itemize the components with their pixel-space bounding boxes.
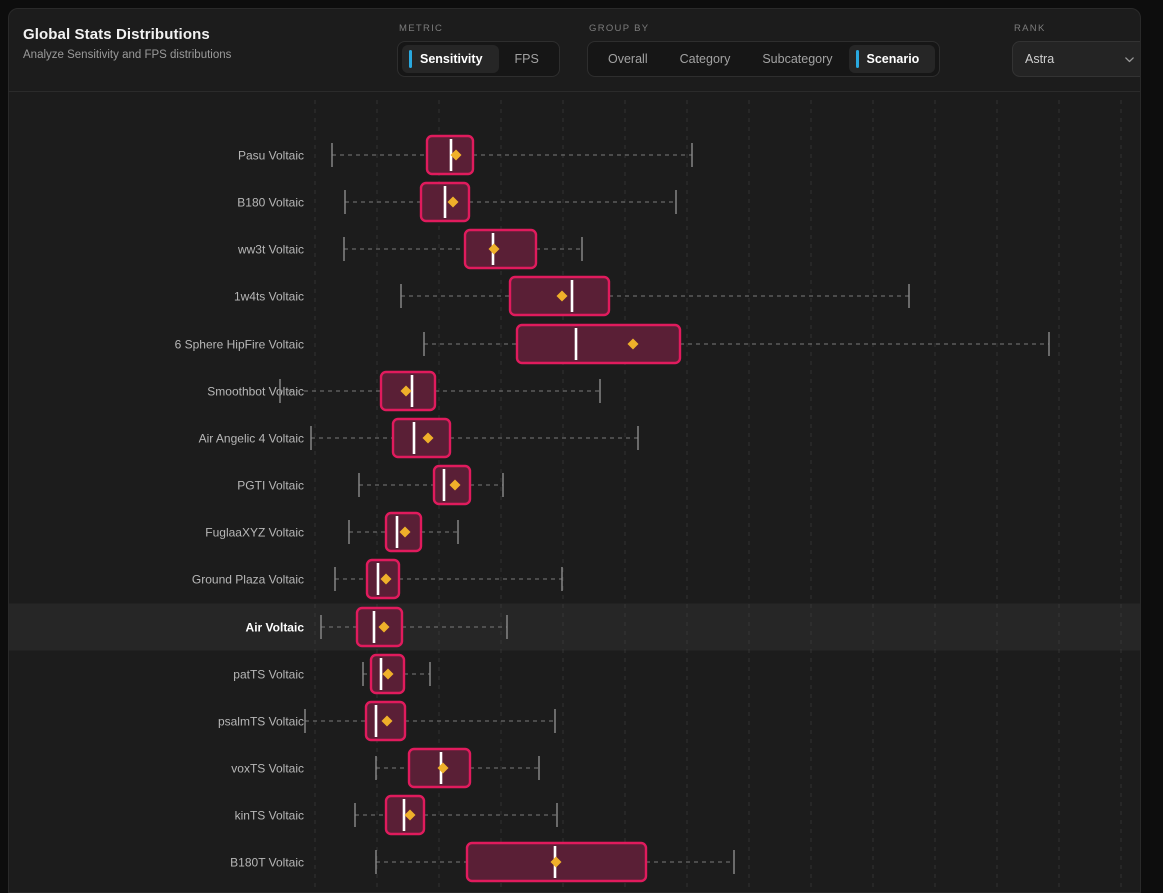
- mean-marker: [378, 621, 390, 633]
- group-by-option-scenario-label: Scenario: [866, 52, 920, 66]
- boxplot-group[interactable]: B180T Voltaic: [230, 841, 735, 883]
- boxplot-group[interactable]: 1w4ts Voltaic: [234, 275, 910, 317]
- page-title: Global Stats Distributions: [23, 26, 210, 43]
- boxplot-group[interactable]: voxTS Voltaic: [231, 747, 540, 789]
- metric-option-sensitivity-label: Sensitivity: [420, 52, 483, 66]
- group-by-option-overall[interactable]: Overall: [592, 45, 664, 73]
- boxplot-group[interactable]: kinTS Voltaic: [235, 794, 558, 836]
- boxplot-group[interactable]: ww3t Voltaic: [237, 228, 583, 270]
- category-label: patTS Voltaic: [233, 668, 304, 682]
- boxplot-group[interactable]: patTS Voltaic: [233, 653, 431, 695]
- boxplot-chart: Pasu Voltaic B180 Voltaic ww3t Voltaic 1w4t…: [9, 92, 1140, 892]
- rank-label: RANK: [1014, 23, 1046, 34]
- category-label: FuglaaXYZ Voltaic: [205, 526, 304, 540]
- category-label: Ground Plaza Voltaic: [192, 573, 304, 587]
- metric-option-fps-label: FPS: [514, 52, 539, 66]
- group-by-option-overall-label: Overall: [608, 52, 648, 66]
- boxplot-svg: Pasu Voltaic B180 Voltaic ww3t Voltaic 1w4t…: [9, 100, 1140, 892]
- boxplot-group[interactable]: PGTI Voltaic: [237, 464, 504, 506]
- metric-label: METRIC: [399, 23, 444, 34]
- category-label: B180T Voltaic: [230, 856, 304, 870]
- metric-control: METRIC Sensitivity FPS: [397, 23, 560, 77]
- group-by-option-subcategory[interactable]: Subcategory: [746, 45, 848, 73]
- boxplot-group[interactable]: Air Voltaic: [246, 606, 508, 648]
- mean-marker: [400, 385, 412, 397]
- title-block: Global Stats Distributions Analyze Sensi…: [23, 26, 231, 61]
- stats-panel: Global Stats Distributions Analyze Sensi…: [8, 8, 1141, 893]
- group-by-segmented-control: Overall Category Subcategory Scenario: [587, 41, 941, 77]
- group-by-option-subcategory-label: Subcategory: [762, 52, 833, 66]
- category-label: 1w4ts Voltaic: [234, 290, 304, 304]
- row-highlight: [9, 603, 1140, 651]
- mean-marker: [399, 526, 411, 538]
- category-label: B180 Voltaic: [237, 196, 304, 210]
- group-by-control: GROUP BY Overall Category Subcategory Sc…: [587, 23, 941, 77]
- boxplot-group[interactable]: Ground Plaza Voltaic: [192, 558, 563, 600]
- boxplot-group[interactable]: Smoothbot Voltaic: [207, 370, 601, 412]
- category-label: psalmTS Voltaic: [218, 715, 304, 729]
- panel-header: Global Stats Distributions Analyze Sensi…: [9, 9, 1140, 92]
- boxplot-group[interactable]: FuglaaXYZ Voltaic: [205, 511, 459, 553]
- boxplot-group[interactable]: 6 Sphere HipFire Voltaic: [175, 323, 1050, 365]
- mean-marker: [556, 290, 568, 302]
- category-label: Air Angelic 4 Voltaic: [199, 432, 304, 446]
- boxplot-group[interactable]: Air Angelic 4 Voltaic: [199, 417, 639, 459]
- mean-marker: [447, 196, 459, 208]
- box-iqr: [515, 323, 682, 365]
- metric-option-fps[interactable]: FPS: [499, 45, 555, 73]
- mean-marker: [488, 243, 500, 255]
- mean-marker: [422, 432, 434, 444]
- mean-marker: [380, 573, 392, 585]
- metric-segmented-control: Sensitivity FPS: [397, 41, 560, 77]
- mean-marker: [404, 809, 416, 821]
- group-by-label: GROUP BY: [589, 23, 650, 34]
- page-subtitle: Analyze Sensitivity and FPS distribution…: [23, 49, 232, 61]
- boxplot-group[interactable]: B180 Voltaic: [237, 181, 677, 223]
- category-label: voxTS Voltaic: [231, 762, 304, 776]
- category-label: Pasu Voltaic: [238, 149, 304, 163]
- category-label: kinTS Voltaic: [235, 809, 304, 823]
- group-by-option-category-label: Category: [679, 52, 731, 66]
- category-label: Air Voltaic: [246, 621, 305, 635]
- mean-marker: [550, 856, 562, 868]
- group-by-option-scenario[interactable]: Scenario: [848, 45, 936, 73]
- metric-option-sensitivity[interactable]: Sensitivity: [402, 45, 499, 73]
- mean-marker: [382, 668, 394, 680]
- mean-marker: [627, 338, 639, 350]
- mean-marker: [437, 762, 449, 774]
- box-iqr: [391, 417, 452, 459]
- box-iqr: [463, 228, 538, 270]
- rank-control: RANK Astra: [1012, 23, 1140, 77]
- chevron-down-icon: [1124, 54, 1135, 65]
- mean-marker: [450, 149, 462, 161]
- boxplot-group[interactable]: Pasu Voltaic: [238, 134, 693, 176]
- rank-select[interactable]: Astra: [1012, 41, 1140, 77]
- rank-select-value: Astra: [1025, 52, 1055, 66]
- category-label: 6 Sphere HipFire Voltaic: [175, 338, 304, 352]
- category-label: PGTI Voltaic: [237, 479, 304, 493]
- boxplot-group[interactable]: psalmTS Voltaic: [218, 700, 556, 742]
- category-label: ww3t Voltaic: [237, 243, 304, 257]
- group-by-option-category[interactable]: Category: [664, 45, 747, 73]
- mean-marker: [449, 479, 461, 491]
- mean-marker: [381, 715, 393, 727]
